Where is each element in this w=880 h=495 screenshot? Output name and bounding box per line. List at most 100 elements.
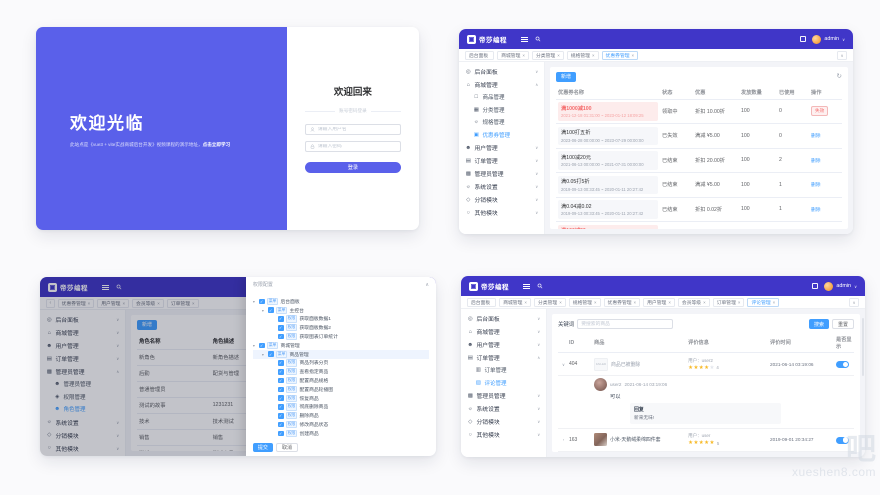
hero-learn-link[interactable]: 点击立即学习 <box>202 141 231 147</box>
sidebar-item[interactable]: ◎ 后台面板 ∨ <box>459 65 544 78</box>
page-tab[interactable]: 评论管理 × <box>747 297 780 307</box>
tab-close-icon[interactable]: × <box>593 299 597 305</box>
page-tab[interactable]: 商城管理 × <box>499 297 531 307</box>
search-button[interactable]: 搜索 <box>808 319 829 329</box>
sidebar-item[interactable]: ☼ 规格管理 <box>459 116 544 129</box>
tab-close-icon[interactable]: × <box>737 299 741 305</box>
tree-node[interactable]: ✓ 权限 删除商品 <box>253 411 429 420</box>
sidebar-item[interactable]: ○ 其他模块 ∨ <box>461 428 546 441</box>
sidebar-item[interactable]: ☻ 用户管理 ∨ <box>40 339 125 352</box>
fullscreen-icon[interactable] <box>812 283 819 289</box>
search-input[interactable] <box>577 319 674 329</box>
sidebar-item[interactable]: ▩ 管理员管理 ∨ <box>461 389 546 402</box>
tree-node[interactable]: ✓ 权限 商品列表分页 <box>253 359 429 368</box>
tab-close-icon[interactable]: × <box>192 300 195 306</box>
page-tab[interactable]: 用户管理 × <box>643 297 675 307</box>
tree-expand-icon[interactable]: ▾ <box>261 308 264 313</box>
expand-row-icon[interactable]: › <box>562 437 565 442</box>
tab-close-icon[interactable]: × <box>772 299 776 305</box>
sidebar-item[interactable]: ◇ 分销模块 ∨ <box>459 193 544 206</box>
page-tab[interactable]: 优惠券管理 × <box>57 298 95 308</box>
tree-node[interactable]: ✓ 权限 配置商品轮播图 <box>253 385 429 394</box>
avatar[interactable] <box>812 34 822 44</box>
tab-close-icon[interactable]: × <box>157 300 160 306</box>
tab-close-icon[interactable]: × <box>703 299 706 305</box>
tab-close-icon[interactable]: × <box>668 299 671 305</box>
checkbox-checked-icon[interactable]: ✓ <box>277 324 284 331</box>
tree-node[interactable]: ✓ 权限 获取面板数据2 <box>253 323 429 332</box>
sidebar-item[interactable]: ▤ 订单管理 ∧ <box>461 351 546 364</box>
sidebar-item[interactable]: ◇ 分销模块 ∨ <box>40 429 125 442</box>
checkbox-checked-icon[interactable]: ✓ <box>277 430 284 437</box>
sidebar-item[interactable]: ◎ 后台面板 ∨ <box>461 312 546 325</box>
page-tab[interactable]: 优惠券管理 × <box>601 50 639 60</box>
sidebar-item[interactable]: ◇ 分销模块 ∨ <box>461 415 546 428</box>
checkbox-checked-icon[interactable]: ✓ <box>277 368 284 375</box>
page-tab[interactable]: 分类管理 × <box>533 297 566 307</box>
page-tab[interactable]: 分类管理 × <box>531 50 564 60</box>
sidebar-item[interactable]: ⌂ 商城管理 ∨ <box>461 325 546 338</box>
checkbox-checked-icon[interactable]: ✓ <box>277 333 284 340</box>
chevron-up-icon[interactable]: ∧ <box>425 281 429 288</box>
tree-expand-icon[interactable]: ▾ <box>261 352 264 357</box>
password-input[interactable] <box>317 144 396 149</box>
avatar[interactable] <box>824 281 834 291</box>
add-role-button[interactable]: 新增 <box>137 320 158 330</box>
tab-close-icon[interactable]: × <box>591 52 595 58</box>
sidebar-item[interactable]: ▤ 订单管理 ∨ <box>40 352 125 365</box>
delete-link[interactable]: 删除 <box>811 207 821 213</box>
sidebar-item[interactable]: ◎ 后台面板 ∨ <box>40 313 125 326</box>
tree-node[interactable]: ✓ 权限 获取图表订单统计 <box>253 332 429 341</box>
refresh-icon[interactable]: ↻ <box>836 72 842 80</box>
sidebar-item[interactable]: ☼ 系统设置 ∨ <box>40 416 125 429</box>
page-tab[interactable]: 规格管理 × <box>566 50 599 60</box>
checkbox-checked-icon[interactable]: ✓ <box>258 342 265 349</box>
tab-close-icon[interactable]: × <box>633 299 637 305</box>
page-tab[interactable]: 用户管理 × <box>97 298 130 308</box>
invalidate-button[interactable]: 失效 <box>811 106 829 117</box>
checkbox-checked-icon[interactable]: ✓ <box>277 395 284 401</box>
sidebar-item[interactable]: ⌂ 商城管理 ∨ <box>40 326 125 339</box>
sidebar-item[interactable]: □ 商品管理 <box>459 91 544 104</box>
checkbox-checked-icon[interactable]: ✓ <box>277 386 284 393</box>
login-button[interactable]: 登录 <box>304 162 401 173</box>
visibility-toggle[interactable] <box>836 436 849 444</box>
scrollbar[interactable] <box>861 318 864 376</box>
tree-node[interactable]: ✓ 权限 配置商品规格 <box>253 376 429 385</box>
sidebar-item[interactable]: ○ 其他模块 ∨ <box>40 442 125 455</box>
sidebar-item[interactable]: ☻ 用户管理 ∨ <box>461 338 546 351</box>
tab-close-icon[interactable]: × <box>122 300 126 306</box>
tree-expand-icon[interactable]: ▾ <box>252 299 255 304</box>
tab-overflow-icon[interactable]: ∨ <box>837 50 847 60</box>
sidebar-item[interactable]: ▧ 评论管理 <box>461 377 546 390</box>
tree-node[interactable]: ▾ ✓ 菜单 商城管理 <box>253 341 429 350</box>
page-tab[interactable]: 会员等级 × <box>132 298 164 308</box>
page-tab[interactable]: 后台面板 <box>467 297 497 307</box>
sidebar-item[interactable]: ☼ 系统设置 ∨ <box>459 180 544 193</box>
menu-toggle-icon[interactable] <box>521 36 528 42</box>
menu-toggle-icon[interactable] <box>102 284 109 290</box>
checkbox-checked-icon[interactable]: ✓ <box>258 298 265 305</box>
sidebar-item[interactable]: ☻ 用户管理 ∨ <box>459 141 544 154</box>
tree-node[interactable]: ✓ 权限 查看指定商品 <box>253 367 429 376</box>
checkbox-checked-icon[interactable]: ✓ <box>277 316 284 322</box>
tree-node[interactable]: ▾ ✓ 菜单 后台面板 <box>253 297 429 306</box>
reset-button[interactable]: 重置 <box>831 319 854 329</box>
checkbox-checked-icon[interactable]: ✓ <box>267 351 274 357</box>
add-coupon-button[interactable]: 新增 <box>556 72 577 82</box>
search-icon[interactable] <box>537 283 543 289</box>
page-tab[interactable]: 会员等级 × <box>677 297 710 307</box>
sidebar-item[interactable]: ☼ 系统设置 ∨ <box>461 402 546 415</box>
delete-link[interactable]: 删除 <box>811 134 821 140</box>
sidebar-item[interactable]: ▥ 订单管理 <box>461 364 546 377</box>
checkbox-checked-icon[interactable]: ✓ <box>277 412 284 419</box>
page-tab[interactable]: 订单管理 × <box>166 298 199 308</box>
tab-close-icon[interactable]: × <box>522 52 525 58</box>
fullscreen-icon[interactable] <box>800 36 807 42</box>
tab-close-icon[interactable]: × <box>631 52 635 58</box>
tab-close-icon[interactable]: × <box>87 300 91 306</box>
tree-node[interactable]: ✓ 权限 彻底删除商品 <box>253 403 429 412</box>
tree-node[interactable]: ✓ 权限 获取面板数据1 <box>253 315 429 324</box>
sidebar-item[interactable]: ⌂ 商城管理 ∧ <box>459 78 544 91</box>
sidebar-item[interactable]: ▩ 管理员管理 ∨ <box>459 167 544 180</box>
